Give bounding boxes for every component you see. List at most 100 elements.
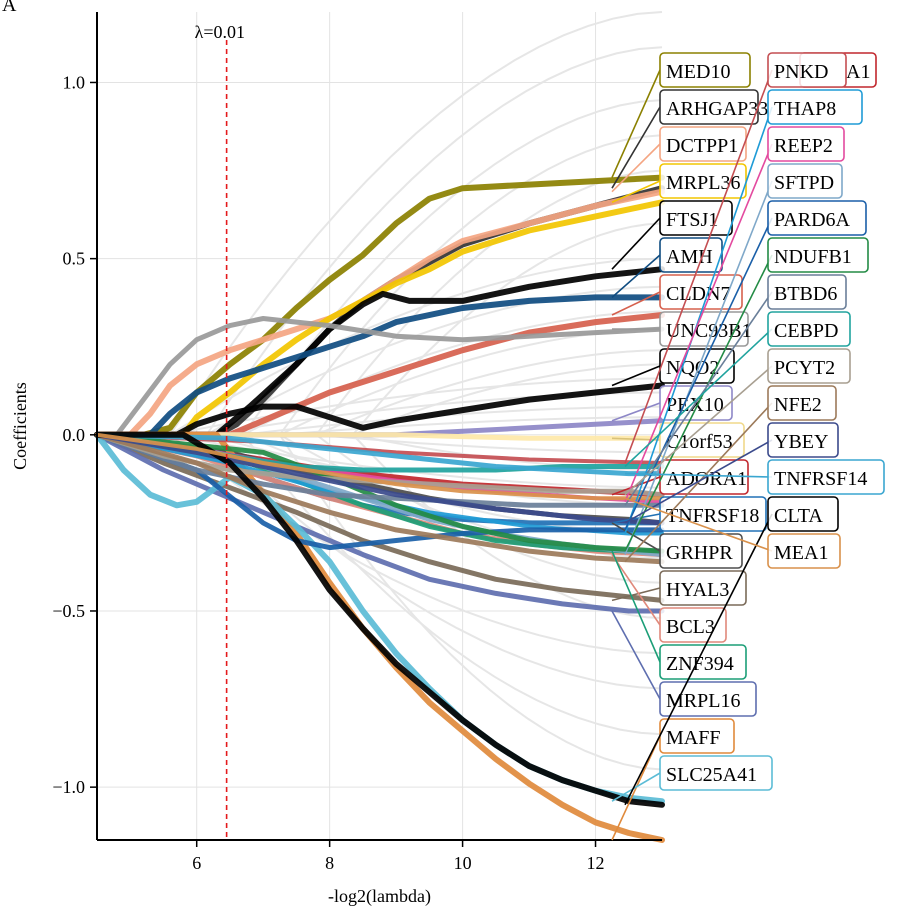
leader-line: [624, 439, 773, 524]
label-box-slc25a41: [659, 755, 773, 791]
leader-line: [624, 497, 773, 552]
leader-line: [624, 365, 773, 496]
label-box-nfe2: [767, 385, 837, 421]
leader-line: [611, 587, 661, 602]
label-box-tnfrsf18: [659, 496, 767, 532]
label-text-nfe2: NFE2: [774, 394, 822, 416]
label-text-pnkd: PNKD: [774, 61, 828, 83]
series-line-unc93b1: [94, 316, 665, 438]
series-line-cldn7: [94, 312, 665, 438]
series-line-mrpl16: [94, 432, 665, 614]
leader-line: [611, 402, 661, 422]
label-box-thap8: [767, 89, 863, 125]
y-tick-label: 0.5: [63, 249, 86, 269]
leader-line: [611, 143, 661, 193]
x-tick-label: 8: [325, 853, 334, 873]
y-tick-label: 1.0: [63, 72, 86, 92]
label-text-fragment: A1: [846, 61, 870, 83]
label-text-ftsj1: FTSJ1: [666, 209, 718, 231]
leader-line: [611, 217, 661, 270]
background-path: [97, 433, 663, 454]
leader-line: [624, 69, 773, 464]
label-text-med10: MED10: [666, 61, 730, 83]
leader-line: [611, 550, 661, 663]
label-box-mea1: [767, 533, 841, 569]
label-text-hyal3: HYAL3: [666, 579, 729, 601]
label-text-cldn7: CLDN7: [666, 283, 730, 305]
leader-line: [611, 437, 661, 441]
series-line-mrpl36: [94, 199, 665, 438]
label-text-thap8: THAP8: [774, 98, 836, 120]
series-line-ybey: [94, 432, 665, 526]
label-text-adora1: ADORA1: [666, 468, 747, 490]
leader-line: [611, 365, 661, 387]
series-line-tnfrsf14: [94, 432, 665, 477]
background-path: [97, 99, 663, 436]
series-line-pard6a: [94, 432, 665, 551]
label-box-dctpp1: [659, 126, 747, 162]
leader-line: [611, 610, 661, 700]
series-line-ndufb1: [94, 432, 665, 554]
series-line-hyal3: [94, 432, 665, 603]
label-box-unc93b1: [659, 311, 749, 347]
label-text-pcyt2: PCYT2: [774, 357, 835, 379]
x-tick-label: 6: [192, 853, 201, 873]
label-text-mrpl16: MRPL16: [666, 690, 740, 712]
background-path: [97, 349, 663, 436]
series-line-clta: [94, 431, 665, 808]
y-axis-label: Coefficients: [10, 382, 30, 470]
y-tick-label: −0.5: [52, 601, 85, 621]
label-box-c1orf53: [659, 422, 745, 458]
series-line-nfe2: [94, 432, 665, 565]
leader-line: [624, 180, 773, 555]
label-text-grhpr: GRHPR: [666, 542, 733, 564]
leader-line: [624, 217, 773, 531]
label-text-mea1: MEA1: [774, 542, 828, 564]
leader-line: [624, 106, 773, 534]
label-box-znf394: [659, 644, 747, 680]
leader-line: [611, 69, 661, 178]
label-box-med10: [659, 52, 751, 88]
series-line-mea1: [95, 432, 664, 501]
series-line-c1orf53: [94, 432, 665, 441]
leader-line: [611, 254, 661, 298]
leader-line: [611, 106, 661, 189]
x-tick-label: 10: [454, 853, 472, 873]
background-path: [97, 433, 663, 736]
label-text-clta: CLTA: [774, 505, 823, 527]
label-text-tnfrsf18: TNFRSF18: [666, 505, 759, 527]
label-text-amh: AMH: [666, 246, 713, 268]
leader-line: [624, 143, 773, 503]
label-text-maff: MAFF: [666, 727, 720, 749]
label-text-bcl3: BCL3: [666, 616, 715, 638]
label-box-grhpr: [659, 533, 743, 569]
label-boxes: A1 MED10 ARHGAP33 DCTPP1 MRPL36 FTSJ1 AMH CLDN7…: [611, 52, 885, 841]
background-paths: [97, 11, 663, 771]
label-text-ndufb1: NDUFB1: [774, 246, 852, 268]
background-path: [97, 46, 663, 436]
lambda-label: λ=0.01: [195, 22, 245, 42]
label-box-reep2: [767, 126, 845, 162]
label-text-dctpp1: DCTPP1: [666, 135, 738, 157]
label-text-mrpl36: MRPL36: [666, 172, 740, 194]
background-path: [97, 222, 663, 436]
panel-letter: A: [2, 0, 17, 16]
label-box-clta: [767, 496, 839, 532]
label-text-unc93b1: UNC93B1: [666, 320, 752, 342]
series-line-med10: [94, 174, 665, 438]
label-box-ybey: [767, 422, 839, 458]
leader-line: [611, 180, 661, 203]
label-text-reep2: REEP2: [774, 135, 833, 157]
leader-line: [611, 554, 661, 626]
label-text-sftpd: SFTPD: [774, 172, 834, 194]
leader-line: [624, 328, 773, 468]
label-box-cebpd: [767, 311, 851, 347]
label-text-ybey: YBEY: [774, 431, 828, 453]
label-box-pnkd: [767, 52, 847, 88]
label-text-arhgap33: ARHGAP33: [666, 98, 768, 120]
background-path: [97, 11, 663, 436]
leader-line: [624, 472, 773, 478]
label-text-btbd6: BTBD6: [774, 283, 837, 305]
series-line-nqo2: [94, 382, 665, 438]
